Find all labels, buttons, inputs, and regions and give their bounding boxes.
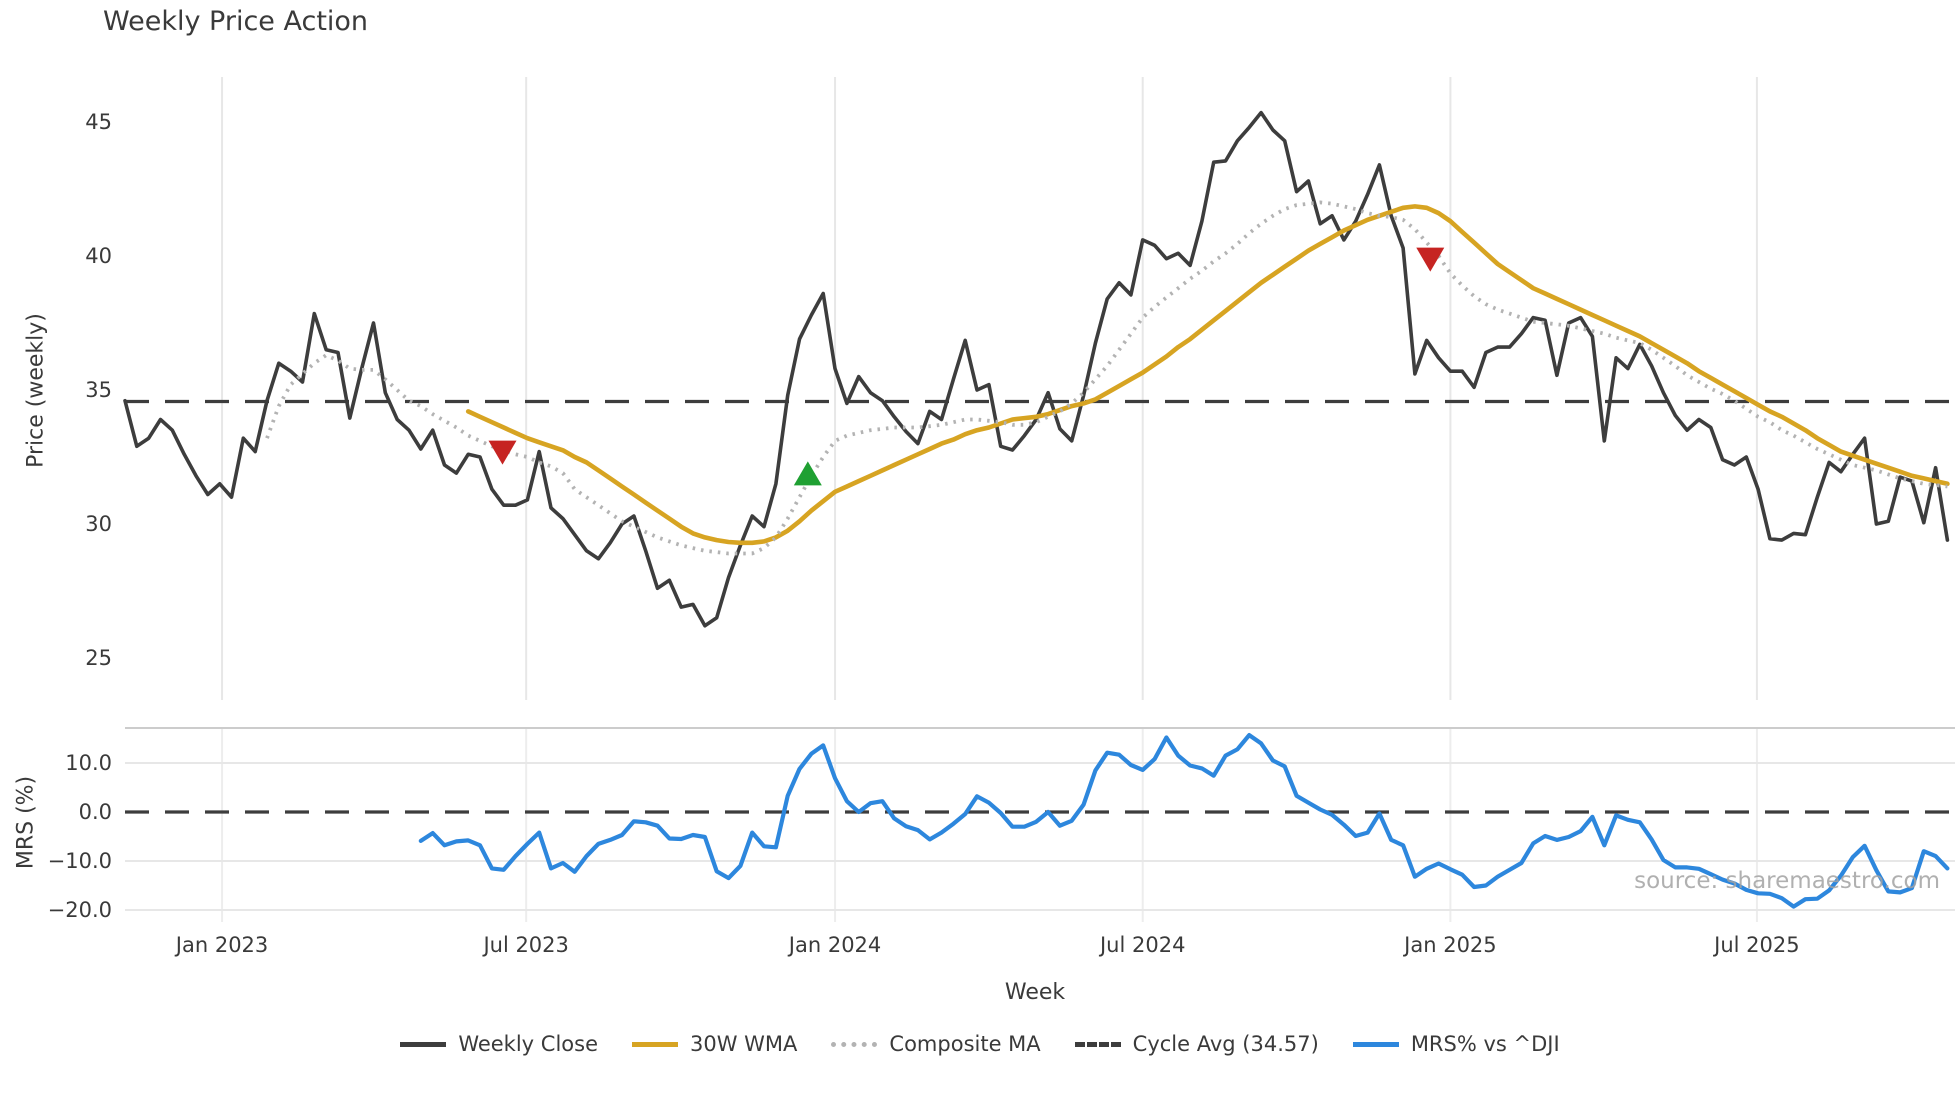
x-tick-label: Jan 2024 [787,933,882,957]
y-axis-label-price: Price (weekly) [23,313,49,468]
x-tick-label: Jan 2025 [1402,933,1497,957]
price-tick-label: 35 [85,378,112,402]
legend-label: Weekly Close [458,1032,598,1056]
buy-marker-icon [793,461,822,486]
legend-item-weekly-close: Weekly Close [400,1032,598,1056]
mrs-tick-label: −20.0 [48,898,112,922]
legend-label: MRS% vs ^DJI [1410,1032,1560,1056]
weekly-close-line [123,110,1950,628]
sell-marker-icon [1416,247,1445,272]
composite-ma-line-icon [831,1041,878,1047]
legend-label: 30W WMA [690,1032,798,1056]
legend-item-composite-ma: Composite MA [831,1032,1041,1056]
source-watermark: source: sharemaestro.com [1634,868,1940,894]
price-tick-label: 30 [85,512,112,536]
chart-legend: Weekly Close 30W WMA Composite MA Cycle … [0,1032,1960,1056]
composite-ma-line [265,200,1948,556]
mrs-line-icon [1352,1041,1399,1047]
wma-30w-line [465,204,1950,546]
wma-line-icon [632,1041,678,1047]
x-tick-label: Jan 2023 [174,933,269,957]
x-tick-label: Jul 2023 [481,933,568,957]
price-tick-label: 40 [85,244,112,268]
page-title: Weekly Price Action [103,6,369,37]
sell-marker-icon [488,440,517,465]
price-tick-label: 45 [85,110,112,134]
x-tick-label: Jul 2024 [1098,933,1185,957]
x-axis-label: Week [1004,980,1066,1005]
legend-item-cycle-avg: Cycle Avg (34.57) [1074,1032,1319,1056]
y-axis-label-mrs: MRS (%) [13,775,39,870]
legend-label: Cycle Avg (34.57) [1132,1032,1319,1056]
mrs-tick-label: −10.0 [48,849,112,873]
legend-item-30w-wma: 30W WMA [632,1032,797,1056]
mrs-line [418,733,1950,909]
cycle-avg-line-icon [1074,1041,1121,1047]
mrs-tick-label: 0.0 [79,800,112,824]
mrs-tick-label: 10.0 [65,751,112,775]
legend-label: Composite MA [889,1032,1041,1056]
weekly-close-line-icon [400,1041,447,1047]
x-tick-label: Jul 2025 [1712,933,1799,957]
legend-item-mrs: MRS% vs ^DJI [1352,1032,1560,1056]
price-tick-label: 25 [85,646,112,670]
